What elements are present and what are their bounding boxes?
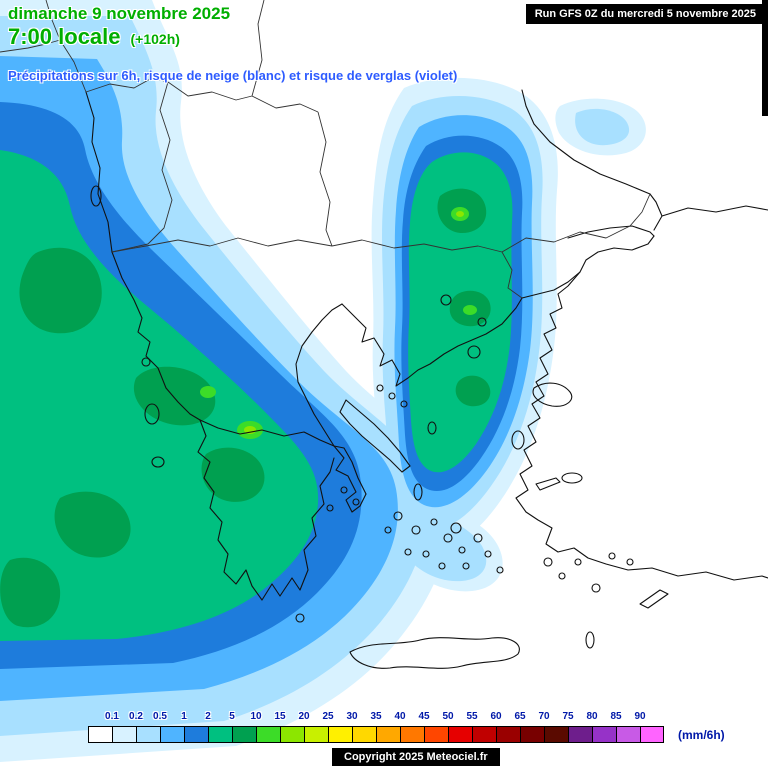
forecast-time: 7:00 locale (+102h)	[8, 24, 180, 50]
legend-value: 65	[514, 711, 526, 722]
legend-swatch	[592, 726, 616, 743]
legend-value: 10	[250, 711, 262, 722]
legend-swatch	[88, 726, 112, 743]
legend-value: 35	[370, 711, 382, 722]
run-info-box: Run GFS 0Z du mercredi 5 novembre 2025	[525, 4, 765, 24]
legend-value: 45	[418, 711, 430, 722]
legend-swatch	[304, 726, 328, 743]
legend-swatch	[232, 726, 256, 743]
legend-value: 40	[394, 711, 406, 722]
legend-swatch	[112, 726, 136, 743]
legend-value: 90	[634, 711, 646, 722]
legend-swatch	[424, 726, 448, 743]
legend-value: 50	[442, 711, 454, 722]
run-offset: (+102h)	[130, 31, 180, 47]
forecast-date: dimanche 9 novembre 2025	[8, 4, 231, 23]
legend-swatch	[568, 726, 592, 743]
legend-value: 1	[181, 711, 187, 722]
local-time: 7:00 locale	[8, 24, 121, 49]
legend-swatch	[184, 726, 208, 743]
legend-value: 20	[298, 711, 310, 722]
legend-value: 70	[538, 711, 550, 722]
legend-value: 85	[610, 711, 622, 722]
legend-unit-label: (mm/6h)	[678, 728, 725, 742]
legend-swatch	[472, 726, 496, 743]
legend-swatch	[208, 726, 232, 743]
legend-value: 60	[490, 711, 502, 722]
legend-swatch	[616, 726, 640, 743]
legend-swatch	[400, 726, 424, 743]
legend-swatch	[160, 726, 184, 743]
legend-swatch	[496, 726, 520, 743]
legend-value: 0.5	[153, 711, 167, 722]
legend-value: 5	[229, 711, 235, 722]
legend-value: 0.2	[129, 711, 143, 722]
legend-swatch	[376, 726, 400, 743]
legend-swatch	[136, 726, 160, 743]
copyright-box: Copyright 2025 Meteociel.fr	[332, 748, 500, 766]
legend-value: 75	[562, 711, 574, 722]
legend-value: 15	[274, 711, 286, 722]
legend-value: 30	[346, 711, 358, 722]
precipitation-layers	[0, 0, 646, 762]
legend-value: 2	[205, 711, 211, 722]
legend-value: 55	[466, 711, 478, 722]
legend-swatches	[88, 726, 664, 743]
legend-swatch	[352, 726, 376, 743]
legend-values: 0.1 0.2 0.5 1 2 5 10 15 20 25 30 35 40 45 50 55 60 65 70 75…	[88, 711, 688, 725]
map-subtitle: Précipitations sur 6h, risque de neige (…	[8, 68, 458, 83]
legend-value: 80	[586, 711, 598, 722]
legend-swatch	[520, 726, 544, 743]
legend-swatch	[328, 726, 352, 743]
legend-value: 0.1	[105, 711, 119, 722]
legend-swatch	[256, 726, 280, 743]
legend-swatch	[448, 726, 472, 743]
legend-swatch	[280, 726, 304, 743]
right-edge-strip	[762, 0, 768, 116]
legend-value: 25	[322, 711, 334, 722]
legend-swatch	[640, 726, 664, 743]
legend-swatch	[544, 726, 568, 743]
country-borders	[0, 0, 651, 299]
